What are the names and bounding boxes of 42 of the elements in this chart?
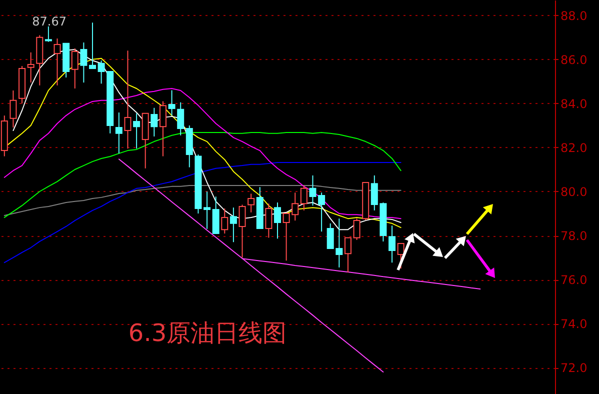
y-tick-label: 72.0: [560, 361, 588, 376]
candlestick: [238, 204, 246, 258]
annotation: 87.67: [32, 14, 66, 29]
y-tick-label: 74.0: [560, 317, 588, 332]
candlestick: [115, 112, 122, 154]
y-tick-label: 78.0: [560, 229, 588, 244]
candlestick: [230, 207, 237, 243]
candlestick: [309, 174, 316, 206]
candlestick: [177, 102, 184, 136]
candlestick: [44, 26, 52, 42]
candlestick: [80, 42, 88, 84]
candlestick: [124, 50, 132, 150]
y-tick-label: 86.0: [560, 52, 588, 67]
candlestick: [204, 190, 211, 230]
candlestick: [168, 90, 176, 116]
candlestick: [10, 90, 17, 128]
text: 6.3原油日线图: [128, 319, 287, 347]
candlestick: [221, 208, 228, 234]
candlestick: [71, 48, 78, 89]
candlestick: [54, 38, 61, 86]
line-series: [4, 162, 402, 264]
candlestick: [274, 202, 281, 240]
y-tick-label: 82.0: [560, 140, 588, 155]
candlestick: [388, 225, 396, 264]
candlestick: [89, 22, 96, 69]
candlestick: [344, 237, 352, 273]
line-series: [4, 132, 402, 218]
line-series: [4, 88, 402, 220]
candlestick: [150, 107, 158, 137]
candlestick: [27, 52, 34, 84]
candlestick: [265, 203, 272, 238]
candlestick: [353, 218, 360, 240]
candlestick: [248, 193, 255, 213]
candlestick: [212, 196, 220, 234]
candlestick: [318, 192, 326, 232]
candlestick: [133, 112, 140, 150]
y-tick-label: 80.0: [560, 184, 588, 199]
candlestick: [159, 100, 166, 157]
candlestick: [300, 185, 308, 211]
y-tick-label: 76.0: [560, 273, 588, 288]
y-tick-label: 88.0: [560, 8, 588, 23]
y-tick-label: 84.0: [560, 96, 588, 111]
